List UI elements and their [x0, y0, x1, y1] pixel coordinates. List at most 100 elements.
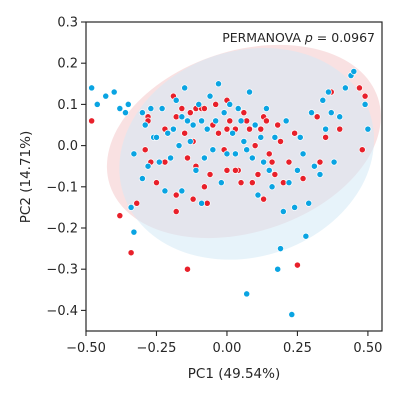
point-series-2-55 — [248, 154, 256, 162]
point-series-2-54 — [246, 88, 253, 96]
point-series-1-43 — [251, 142, 259, 150]
point-series-1-41 — [246, 125, 253, 133]
point-series-1-64 — [358, 146, 366, 154]
point-series-1-34 — [223, 166, 231, 174]
point-series-1-8 — [153, 179, 160, 187]
point-series-2-26 — [175, 142, 183, 150]
point-series-2-46 — [226, 100, 234, 108]
point-series-1-68 — [231, 166, 239, 174]
point-series-2-10 — [130, 150, 138, 158]
point-series-1-30 — [215, 129, 222, 137]
point-series-2-42 — [215, 80, 222, 88]
point-series-1-58 — [313, 113, 321, 121]
point-series-2-15 — [144, 162, 152, 170]
y-tick-label: 0.2 — [57, 57, 78, 72]
point-series-2-61 — [265, 166, 273, 174]
point-series-2-11 — [130, 228, 138, 236]
point-series-2-48 — [231, 150, 239, 158]
point-series-2-2 — [93, 100, 101, 108]
point-series-1-42 — [248, 179, 256, 187]
point-series-2-49 — [234, 105, 242, 112]
point-series-1-48 — [262, 117, 270, 125]
point-series-1-33 — [223, 125, 231, 133]
point-series-2-70 — [291, 203, 299, 211]
point-series-2-63 — [271, 133, 279, 141]
point-series-1-60 — [322, 133, 330, 141]
x-axis-ticks: −0.50 −0.25 0.00 0.25 0.50 — [66, 331, 382, 356]
x-tick-label: 0.25 — [283, 341, 312, 356]
point-series-1-50 — [271, 170, 279, 178]
point-series-2-83 — [330, 158, 338, 166]
point-series-2-75 — [305, 199, 313, 207]
point-series-2-36 — [198, 199, 206, 207]
point-series-2-52 — [243, 146, 251, 154]
point-series-1-49 — [265, 150, 273, 158]
point-series-2-29 — [181, 84, 189, 92]
point-series-1-56 — [293, 261, 301, 269]
point-series-1-51 — [274, 121, 282, 129]
y-tick-label: 0.0 — [57, 139, 78, 154]
annotation-value: = 0.0967 — [313, 30, 375, 45]
point-series-2-21 — [161, 187, 169, 195]
point-series-2-77 — [310, 162, 318, 170]
point-series-2-1 — [88, 84, 96, 92]
point-series-1-25 — [200, 183, 208, 191]
plot-frame — [85, 21, 383, 332]
point-series-2-34 — [195, 100, 203, 108]
point-series-1-23 — [200, 105, 208, 112]
point-series-2-68 — [285, 179, 293, 187]
point-series-2-37 — [200, 154, 208, 162]
point-series-1-9 — [161, 158, 169, 166]
point-series-2-72 — [296, 133, 304, 141]
point-series-2-82 — [327, 109, 335, 117]
point-series-2-18 — [153, 133, 160, 141]
point-series-1-17 — [186, 109, 194, 117]
point-series-2-80 — [322, 125, 330, 133]
confidence-ellipse-series-2 — [119, 48, 375, 260]
point-series-2-57 — [254, 191, 262, 199]
point-series-1-19 — [189, 195, 197, 203]
point-series-2-74 — [302, 232, 310, 240]
point-series-2-5 — [110, 88, 118, 96]
point-series-1-16 — [184, 154, 191, 162]
point-series-1-47 — [260, 195, 268, 203]
point-series-2-59 — [260, 158, 268, 166]
point-series-2-32 — [189, 121, 197, 129]
point-series-1-3 — [133, 199, 141, 207]
point-series-1-66 — [127, 249, 135, 257]
point-series-1-62 — [336, 125, 344, 133]
point-series-2-20 — [158, 105, 166, 112]
point-series-1-39 — [240, 109, 248, 117]
point-series-2-8 — [124, 100, 132, 108]
point-series-1-1 — [88, 117, 96, 125]
point-series-2-19 — [155, 158, 163, 166]
point-series-2-88 — [361, 100, 369, 108]
point-series-1-55 — [291, 129, 299, 137]
point-series-1-45 — [257, 125, 265, 133]
point-series-2-65 — [277, 245, 284, 253]
point-series-2-44 — [220, 109, 228, 117]
point-series-2-79 — [319, 96, 327, 104]
point-series-2-43 — [217, 179, 225, 187]
point-series-2-25 — [172, 96, 180, 104]
point-series-1-69 — [172, 191, 180, 199]
point-series-1-67 — [184, 265, 191, 273]
point-series-2-76 — [308, 109, 315, 117]
point-series-2-85 — [341, 84, 349, 92]
point-series-2-28 — [178, 187, 186, 195]
point-series-2-27 — [178, 113, 186, 121]
point-series-2-38 — [203, 125, 211, 133]
point-series-1-63 — [355, 84, 363, 92]
point-series-2-6 — [116, 105, 124, 112]
point-series-1-15 — [181, 129, 189, 137]
point-series-2-14 — [141, 121, 149, 129]
point-series-2-62 — [268, 183, 276, 191]
point-series-2-7 — [122, 109, 129, 117]
point-series-1-26 — [203, 199, 211, 207]
point-series-2-84 — [336, 113, 344, 121]
y-axis-ticks: −0.4 −0.3 −0.2 −0.1 0.0 0.1 0.2 0.3 — [46, 16, 86, 319]
point-series-2-40 — [209, 146, 217, 154]
point-series-2-87 — [350, 67, 358, 75]
x-tick-label: 0.00 — [212, 341, 241, 356]
